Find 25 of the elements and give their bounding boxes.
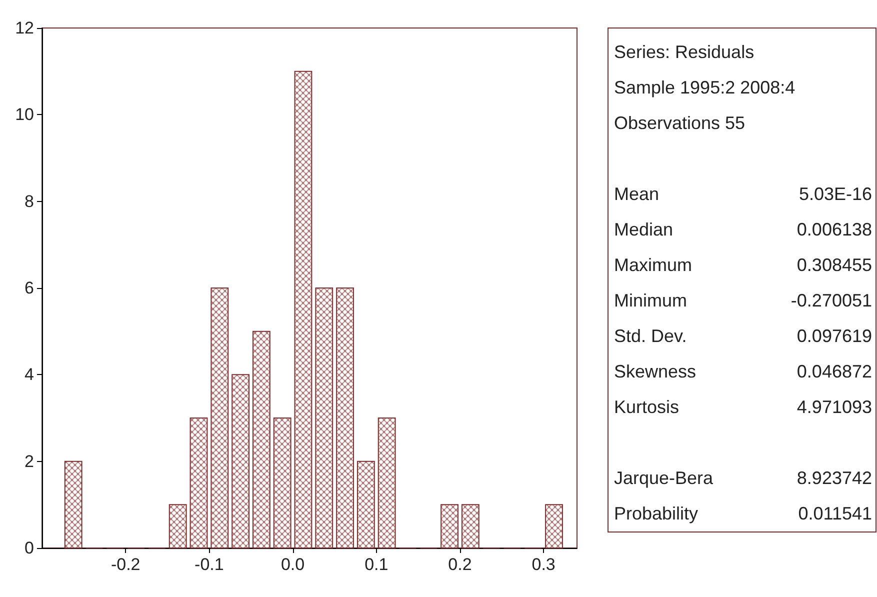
x-tick-label: 0.3: [532, 555, 556, 574]
x-tick-label: 0.1: [364, 555, 388, 574]
x-tick-label: 0.0: [280, 555, 305, 574]
text: Kurtosis 4.971093: [614, 397, 872, 417]
x-tick-label: 0.2: [448, 555, 472, 574]
text: Maximum 0.308455: [614, 255, 872, 275]
x-tick-label: -0.1: [194, 555, 224, 574]
y-tick-label: 8: [24, 192, 34, 211]
text: Median 0.006138: [614, 220, 872, 240]
text: Jarque-Bera 8.923742: [614, 468, 872, 488]
y-tick-label: 6: [24, 278, 34, 298]
text: Series: Residuals: [614, 42, 754, 62]
text: Probability 0.011541: [614, 504, 872, 524]
y-tick-label: 0: [24, 538, 34, 558]
y-tick-label: 10: [15, 105, 34, 124]
text: Sample 1995:2 2008:4: [614, 78, 796, 98]
text: Std. Dev. 0.097619: [614, 326, 872, 346]
text: Observations 55: [614, 113, 746, 133]
text: Skewness 0.046872: [614, 362, 872, 382]
x-tick-label: -0.2: [110, 555, 140, 574]
text: Minimum -0.270051: [614, 290, 872, 310]
text: Mean 5.03E-16: [614, 184, 872, 204]
y-tick-label: 4: [24, 365, 34, 384]
y-tick-label: 2: [24, 452, 34, 471]
y-tick-label: 12: [15, 18, 34, 38]
